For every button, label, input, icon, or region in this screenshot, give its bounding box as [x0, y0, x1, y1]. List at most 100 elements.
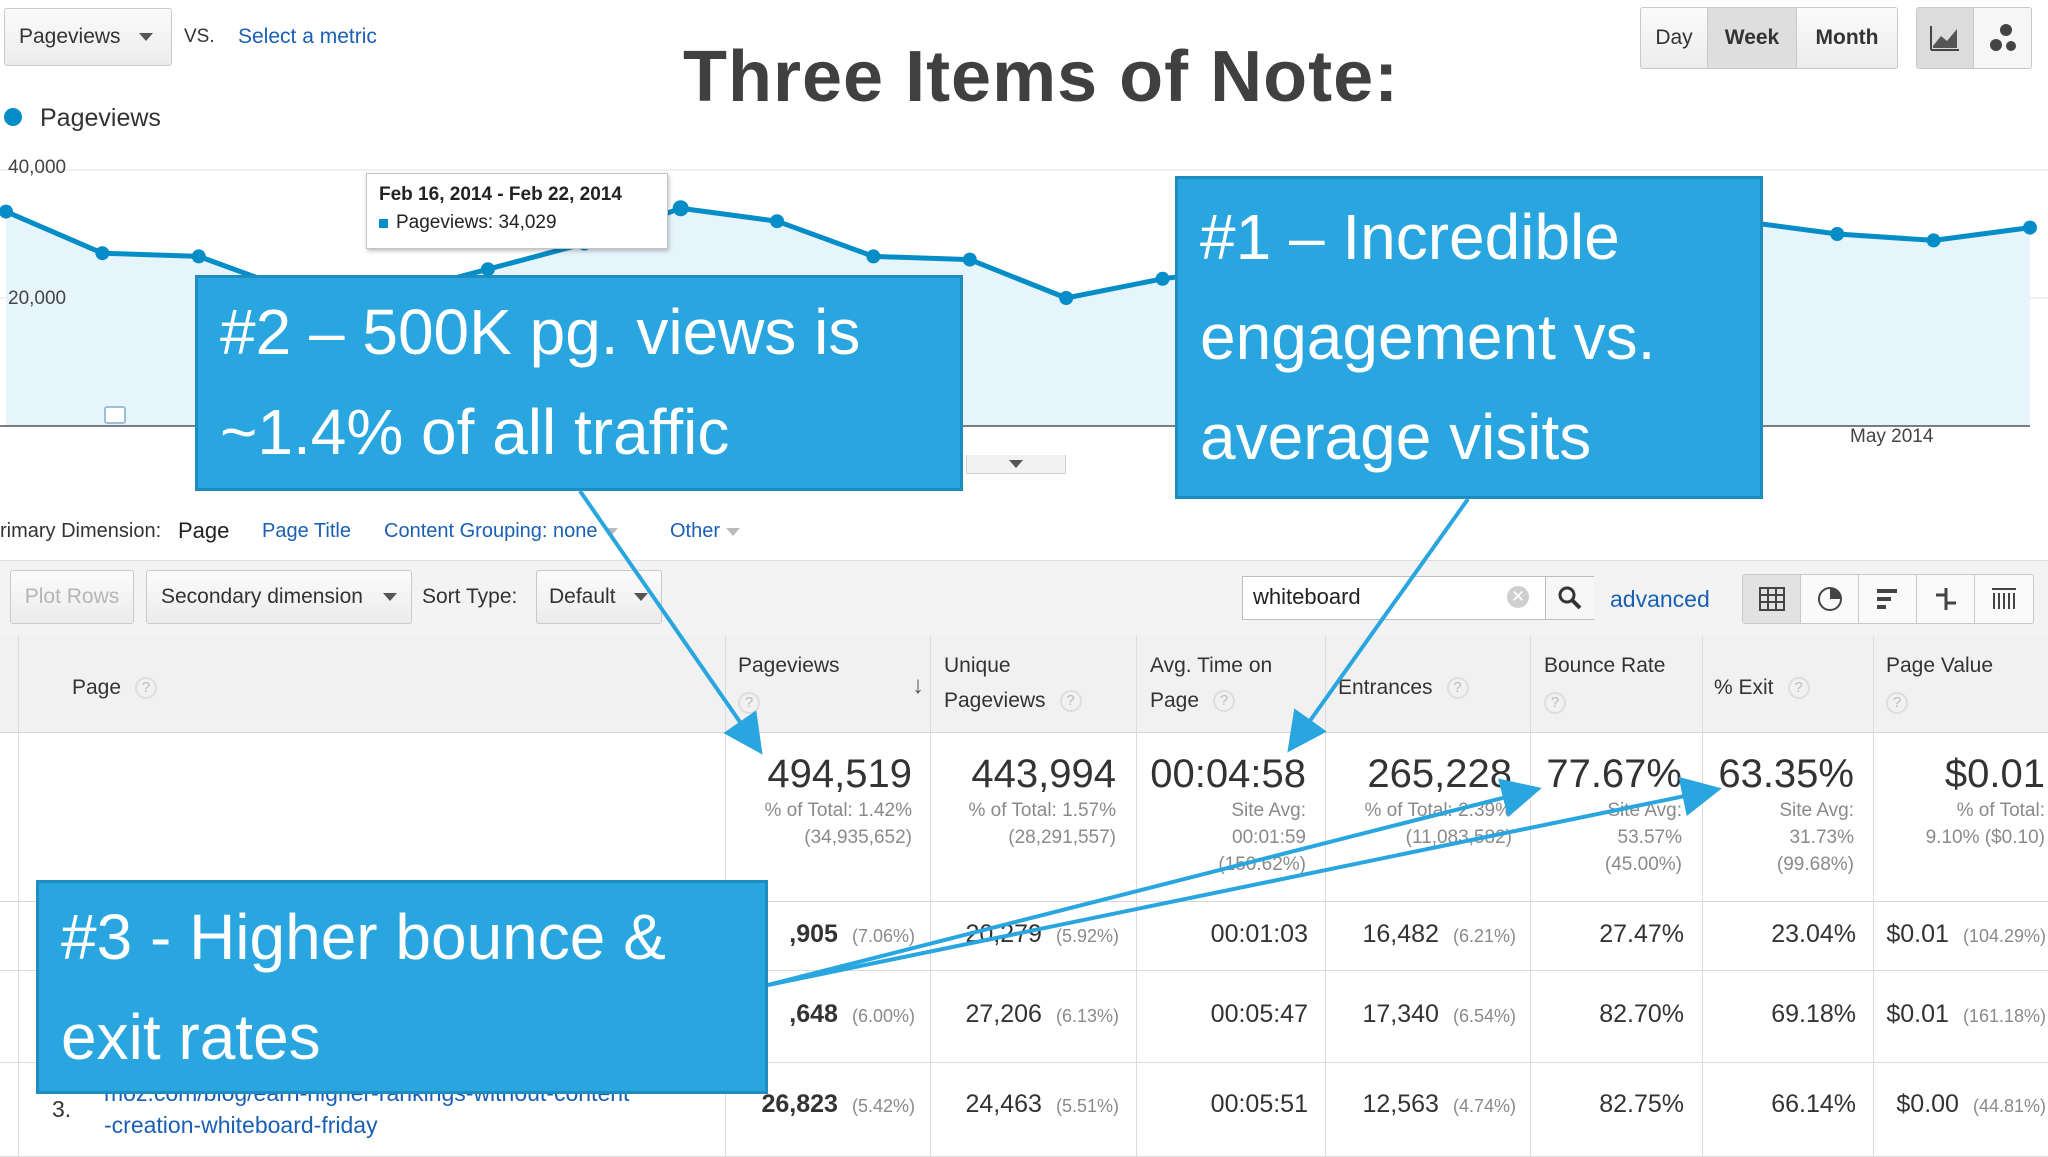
help-icon[interactable]: ?	[1446, 676, 1469, 699]
motion-chart-icon[interactable]	[1974, 8, 2031, 68]
total-pageviews-sub: % of Total: 1.42%	[764, 800, 912, 821]
total-exit: 63.35% Site Avg: 31.73% (99.68%)	[1708, 752, 1854, 878]
row-entrances-percent: (4.74%)	[1452, 1096, 1516, 1116]
help-icon[interactable]: ?	[135, 676, 158, 699]
help-icon[interactable]: ?	[1886, 691, 1908, 714]
row-pageviews: ,648 (6.00%)	[740, 1000, 915, 1029]
annotation-icon[interactable]	[104, 406, 126, 424]
row-bounce-rate-value: 27.47%	[1599, 920, 1684, 948]
help-icon[interactable]: ?	[1059, 689, 1082, 712]
row-entrances-value: 17,340	[1362, 1000, 1439, 1028]
legend-label: Pageviews	[40, 104, 161, 132]
chart-collapse-handle[interactable]	[966, 455, 1066, 474]
callout-two: #2 – 500K pg. views is ~1.4% of all traf…	[195, 275, 963, 491]
pie-view-icon[interactable]	[1801, 575, 1859, 623]
dimension-content-grouping[interactable]: Content Grouping: none	[384, 520, 618, 543]
total-unique-value: 443,994	[971, 752, 1116, 796]
column-header-avg-time-line2: Page	[1150, 689, 1200, 712]
column-header-pageviews[interactable]: Pageviews ↓ ?	[738, 648, 928, 718]
clear-search-icon[interactable]: ✕	[1507, 586, 1529, 608]
table-view-icon[interactable]	[1743, 575, 1801, 623]
row-avg-time: 00:05:51	[1140, 1090, 1308, 1119]
secondary-dimension-dropdown[interactable]: Secondary dimension	[146, 570, 412, 624]
tooltip-swatch	[379, 218, 388, 228]
column-header-pageviews-label: Pageviews	[738, 654, 840, 677]
period-week-button[interactable]: Week	[1708, 8, 1797, 68]
row-bounce-rate-value: 82.75%	[1599, 1090, 1684, 1118]
period-month-button[interactable]: Month	[1815, 26, 1879, 49]
advanced-filter-link[interactable]: advanced	[1610, 586, 1710, 612]
total-pageviews-value: 494,519	[767, 752, 912, 796]
period-button-group: Day Week Month	[1640, 7, 1898, 69]
row-avg-time-value: 00:01:03	[1210, 920, 1308, 948]
callout-one: #1 – Incredible engagement vs. average v…	[1175, 176, 1763, 499]
total-avg-time: 00:04:58 Site Avg: 00:01:59 (150.62%)	[1140, 752, 1306, 878]
column-header-bounce-rate-label: Bounce Rate	[1544, 654, 1666, 677]
row-entrances: 12,563 (4.74%)	[1340, 1090, 1517, 1119]
row-page-value-percent: (44.81%)	[1972, 1096, 2046, 1116]
column-header-avg-time[interactable]: Avg. Time on Page?	[1150, 648, 1272, 718]
comparison-view-icon[interactable]	[1917, 575, 1975, 623]
row-page-link[interactable]: -creation-whiteboard-friday	[104, 1112, 378, 1138]
sort-type-dropdown[interactable]: Default	[536, 570, 662, 624]
period-day-button[interactable]: Day	[1641, 8, 1708, 68]
total-exit-sub: 31.73%	[1789, 827, 1854, 848]
help-icon[interactable]: ?	[1787, 676, 1810, 699]
total-exit-value: 63.35%	[1718, 752, 1854, 796]
row-entrances-value: 12,563	[1362, 1090, 1439, 1118]
callout-three: #3 - Higher bounce & exit rates	[36, 880, 768, 1094]
column-header-bounce-rate[interactable]: Bounce Rate ?	[1544, 648, 1665, 718]
column-header-unique-line2: Pageviews	[944, 689, 1046, 712]
row-page-value-percent: (104.29%)	[1962, 926, 2046, 946]
total-page-value-sub: 9.10% ($0.10)	[1925, 827, 2045, 848]
data-point	[480, 262, 495, 277]
row-exit-value: 66.14%	[1771, 1090, 1856, 1118]
total-exit-sub: (99.68%)	[1776, 854, 1854, 875]
row-pageviews: 26,823 (5.42%)	[740, 1090, 916, 1119]
data-point	[1059, 291, 1074, 305]
help-icon[interactable]: ?	[738, 691, 760, 714]
chevron-down-icon	[726, 527, 741, 536]
dimension-other[interactable]: Other	[670, 520, 741, 543]
column-header-unique-pageviews[interactable]: Unique Pageviews?	[944, 648, 1082, 718]
row-unique-pageviews-percent: (6.13%)	[1055, 1006, 1119, 1026]
search-input[interactable]	[1243, 577, 1525, 617]
column-header-exit[interactable]: % Exit ?	[1714, 670, 1810, 705]
tooltip-date-range: Feb 16, 2014 - Feb 22, 2014	[379, 184, 622, 205]
total-bounce-value: 77.67%	[1546, 752, 1682, 796]
chart-type-button-group	[1916, 7, 2032, 69]
plot-rows-button[interactable]: Plot Rows	[10, 570, 134, 624]
data-point	[962, 252, 977, 267]
data-point	[1155, 271, 1170, 286]
dimension-page-title[interactable]: Page Title	[262, 520, 351, 542]
dimension-content-grouping-label: Content Grouping: none	[384, 520, 598, 542]
metric-selector[interactable]: Pageviews	[4, 8, 172, 66]
row-page-value-percent: (161.18%)	[1962, 1006, 2046, 1026]
row-pageviews-value: ,648	[789, 1000, 838, 1028]
column-header-entrances[interactable]: Entrances ?	[1338, 670, 1469, 705]
dimension-other-label: Other	[670, 520, 721, 542]
total-unique-sub: (28,291,557)	[1008, 827, 1116, 848]
pivot-view-icon[interactable]	[1975, 575, 2033, 623]
column-header-page[interactable]: Page ?	[72, 670, 158, 705]
row-unique-pageviews: 27,206 (6.13%)	[944, 1000, 1120, 1029]
help-icon[interactable]: ?	[1544, 691, 1566, 714]
dimension-page[interactable]: Page	[178, 518, 230, 543]
column-header-page-label: Page	[72, 676, 122, 699]
row-page-value-value: $0.01	[1886, 920, 1949, 948]
total-entrances-sub: % of Total: 2.39%	[1364, 800, 1512, 821]
performance-view-icon[interactable]	[1859, 575, 1917, 623]
column-header-page-value-label: Page Value	[1886, 654, 1994, 677]
metric-selector-label: Pageviews	[19, 25, 121, 48]
sort-type-label: Sort Type:	[422, 585, 518, 608]
column-header-page-value[interactable]: Page Value ?	[1886, 648, 1993, 718]
callout-three-line: #3 - Higher bounce &	[61, 901, 666, 973]
row-pageviews-percent: (5.42%)	[851, 1096, 915, 1116]
select-metric-link[interactable]: Select a metric	[238, 25, 377, 48]
search-icon[interactable]	[1545, 577, 1594, 619]
line-chart-icon[interactable]	[1917, 8, 1974, 68]
data-point	[770, 214, 785, 229]
row-avg-time-value: 00:05:51	[1210, 1090, 1308, 1118]
row-unique-pageviews-percent: (5.92%)	[1055, 926, 1119, 946]
help-icon[interactable]: ?	[1213, 689, 1236, 712]
